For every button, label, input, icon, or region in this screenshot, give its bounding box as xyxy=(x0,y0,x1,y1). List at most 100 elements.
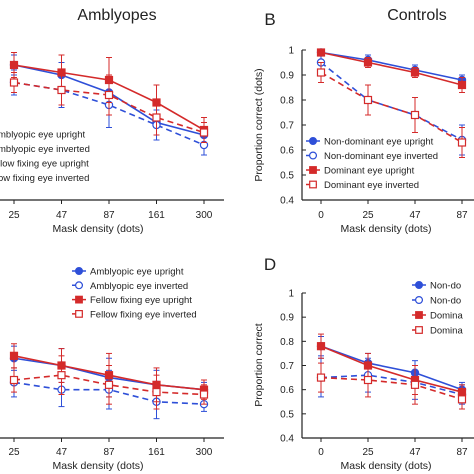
panel-a: 25 47 87 161 300 Mask density (dots) mblyopic … xyxy=(0,52,224,235)
x-tick-label: 47 xyxy=(56,210,68,221)
series-line xyxy=(320,61,463,141)
series-line xyxy=(320,376,463,401)
legend-label: mblyopic eye upright xyxy=(0,130,85,141)
legend-marker xyxy=(415,326,423,334)
x-axis-label: Mask density (dots) xyxy=(52,460,143,472)
data-point xyxy=(199,390,209,399)
legend: Amblyopic eye upright Amblyopic eye inver… xyxy=(72,267,197,320)
legend-marker xyxy=(415,311,423,319)
series-line xyxy=(320,51,463,81)
x-tick-label: 87 xyxy=(456,447,468,458)
legend-label: Non-do xyxy=(430,296,461,307)
y-tick-label: 0.8 xyxy=(280,96,294,107)
data-point xyxy=(9,375,19,385)
legend-marker xyxy=(75,310,83,318)
legend-label: Non-do xyxy=(430,281,461,292)
data-point xyxy=(410,380,420,389)
left-column-title: Amblyopes xyxy=(77,7,156,24)
x-tick-label: 300 xyxy=(196,210,213,221)
data-point xyxy=(363,375,373,385)
data-point xyxy=(152,387,161,397)
legend-label: mblyopic eye inverted xyxy=(0,144,90,155)
y-tick-label: 0.7 xyxy=(280,361,294,372)
data-point xyxy=(457,80,467,90)
x-tick-label: 0 xyxy=(318,210,324,221)
series-line xyxy=(320,345,463,393)
y-axis-label: Proportion correct xyxy=(253,323,265,407)
data-point xyxy=(104,90,114,100)
y-tick-label: 0.7 xyxy=(280,121,294,132)
legend-marker xyxy=(415,281,424,290)
data-point xyxy=(199,128,209,137)
y-tick-label: 0.9 xyxy=(280,71,294,82)
legend-marker xyxy=(309,166,317,174)
legend-marker xyxy=(415,296,424,305)
series-fellow-fixing-eye-inverted xyxy=(9,355,209,410)
y-tick-label: 0.4 xyxy=(280,434,294,445)
data-point xyxy=(410,110,420,120)
y-tick-label: 0.6 xyxy=(280,385,294,396)
legend-label: Non-dominant eye inverted xyxy=(324,151,438,162)
legend-label: Amblyopic eye inverted xyxy=(90,281,188,292)
data-point xyxy=(57,85,66,95)
series-line xyxy=(320,345,463,391)
legend-label: Domina xyxy=(430,311,463,322)
x-axis-label: Mask density (dots) xyxy=(340,223,431,235)
x-tick-label: 87 xyxy=(103,210,115,221)
legend: Non-dominant eye upright Non-dominant eye… xyxy=(306,137,438,191)
legend-label: Amblyopic eye upright xyxy=(90,267,184,278)
legend-label: Dominant eye upright xyxy=(324,166,415,177)
series-line xyxy=(320,51,463,86)
series-fellow-fixing-eye-inverted xyxy=(9,72,209,143)
data-point xyxy=(316,342,326,351)
data-point xyxy=(363,95,373,105)
legend: Non-do Non-do Domina Domina xyxy=(412,281,463,337)
x-tick-label: 300 xyxy=(196,447,213,458)
legend-label: Domina xyxy=(430,326,463,337)
panel-letter: B xyxy=(264,10,275,29)
y-tick-label: 0.4 xyxy=(280,196,294,207)
y-axis-label: Proportion correct (dots) xyxy=(253,68,265,181)
series-dominant-eye-upright xyxy=(316,48,467,93)
data-point xyxy=(152,113,161,122)
x-tick-label: 87 xyxy=(103,447,115,458)
legend-label: Dominant eye inverted xyxy=(324,180,419,191)
x-axis-label: Mask density (dots) xyxy=(52,223,143,235)
series-line xyxy=(320,71,463,144)
legend-marker xyxy=(75,295,83,304)
data-point xyxy=(457,395,467,404)
data-point xyxy=(104,380,114,389)
y-tick-label: 0.6 xyxy=(280,146,294,157)
legend-marker xyxy=(74,267,83,276)
y-tick-label: 0.5 xyxy=(280,409,294,420)
x-tick-label: 25 xyxy=(8,447,20,458)
data-point xyxy=(316,373,326,382)
x-tick-label: 47 xyxy=(409,447,421,458)
data-point xyxy=(9,351,19,360)
x-tick-label: 0 xyxy=(318,447,324,458)
panel-d: 0.4 0.5 0.6 0.7 0.8 0.9 1 Proportion correct D 0 2… xyxy=(253,255,474,472)
series-line xyxy=(13,374,205,396)
x-tick-label: 87 xyxy=(456,210,468,221)
legend: mblyopic eye upright mblyopic eye inverte… xyxy=(0,130,90,185)
y-tick-label: 0.8 xyxy=(280,337,294,348)
legend-label: Non-dominant eye upright xyxy=(324,137,434,148)
panel-c: 25 47 87 161 300 Mask density (dots) Amblyopic… xyxy=(0,267,224,472)
x-tick-label: 25 xyxy=(8,210,20,221)
x-tick-label: 161 xyxy=(148,210,165,221)
y-tick-label: 0.5 xyxy=(280,171,294,182)
data-point xyxy=(457,138,467,147)
y-tick-label: 0.9 xyxy=(280,313,294,324)
data-point xyxy=(57,371,66,380)
legend-marker xyxy=(309,180,317,189)
y-tick-label: 1 xyxy=(288,46,294,57)
x-tick-label: 47 xyxy=(409,210,421,221)
x-tick-label: 25 xyxy=(362,447,374,458)
right-column-title: Controls xyxy=(387,7,447,24)
x-tick-label: 25 xyxy=(362,210,374,221)
data-point xyxy=(9,78,19,87)
panel-b: 0.4 0.5 0.6 0.7 0.8 0.9 1 Proportion correct (d… xyxy=(253,10,474,235)
series-line xyxy=(320,374,463,396)
data-point xyxy=(410,68,420,77)
